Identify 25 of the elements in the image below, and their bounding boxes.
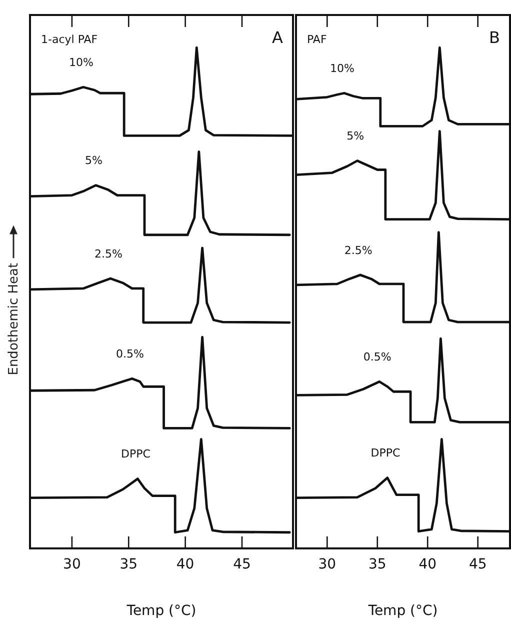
text: DPPC: [120, 448, 151, 461]
x-tick-label: 30: [63, 556, 81, 572]
x-axis-title: Temp (°C): [126, 603, 196, 620]
x-axis-title: Temp (°C): [367, 603, 438, 620]
x-tick-label: 35: [120, 556, 138, 572]
x-tick-label: 45: [233, 556, 251, 572]
series-label: 2.5%: [94, 247, 122, 260]
series-label: 2.5%: [344, 244, 372, 257]
series-label: 0.5%: [116, 347, 144, 360]
series-label: 0.5%: [363, 350, 392, 364]
x-tick-label: 40: [176, 556, 194, 572]
text: DPPC: [370, 446, 400, 460]
x-tick-label: 40: [418, 556, 437, 572]
y-axis-title: Endothemic Heat: [6, 262, 22, 376]
x-tick-label: 35: [368, 556, 386, 572]
text: A: [272, 28, 284, 48]
series-label: 10%: [69, 56, 94, 69]
series-label: 5%: [346, 130, 364, 143]
x-tick-label: 45: [468, 556, 487, 572]
text: B: [489, 28, 500, 48]
chart-title: 1-acyl PAF: [41, 32, 98, 46]
x-tick-label: 30: [318, 556, 336, 572]
chart-title: PAF: [307, 32, 327, 46]
series-label: 10%: [330, 62, 354, 75]
series-label: 5%: [85, 154, 102, 168]
